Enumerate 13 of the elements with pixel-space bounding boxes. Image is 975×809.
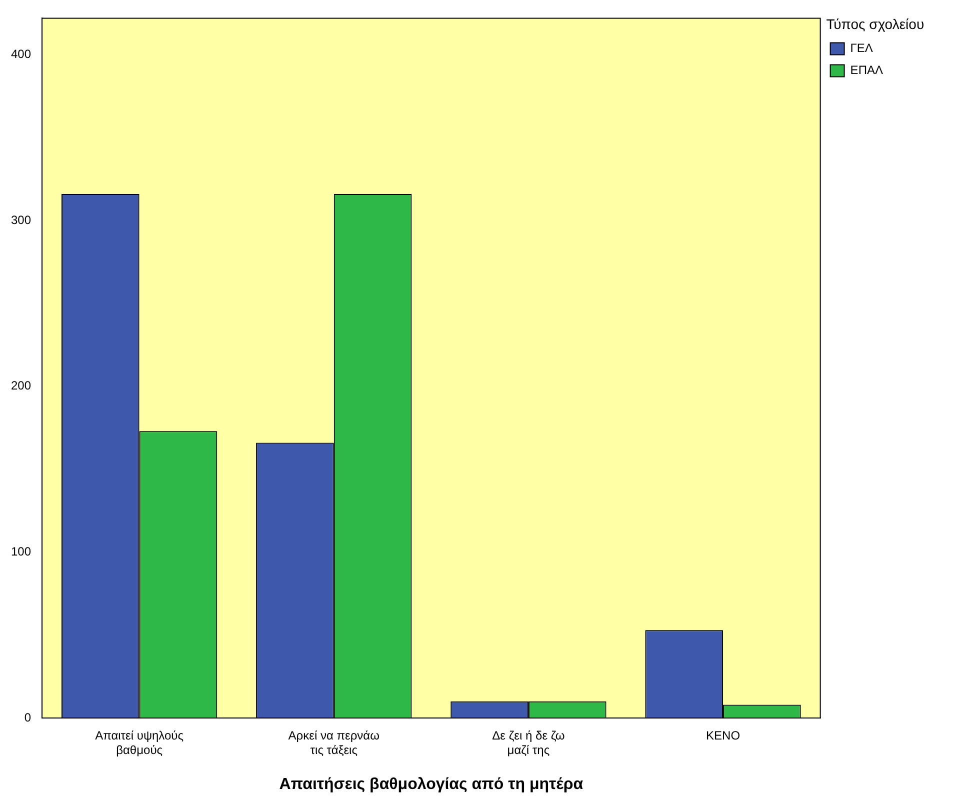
y-tick-label: 300 [10, 212, 32, 227]
x-axis-title: Απαιτήσεις βαθμολογίας από τη μητέρα [279, 776, 584, 793]
x-tick-label: Δε ζει ή δε ζω μαζί της [492, 728, 565, 757]
y-tick-label: 200 [10, 378, 32, 393]
legend-label: ΕΠΑΛ [850, 63, 884, 78]
y-tick-label: 400 [10, 46, 32, 61]
y-tick-label: 100 [10, 544, 32, 558]
x-tick-label: Απαιτεί υψηλούς βαθμούς [95, 728, 184, 757]
y-tick-label: 0 [24, 710, 32, 724]
legend-label: ΓΕΛ [850, 41, 873, 56]
x-tick-label: ΚΕΝΟ [706, 728, 740, 743]
x-tick-label: Αρκεί να περνάω τις τάξεις [288, 728, 380, 757]
legend-title: Τύπος σχολείου [826, 16, 924, 32]
